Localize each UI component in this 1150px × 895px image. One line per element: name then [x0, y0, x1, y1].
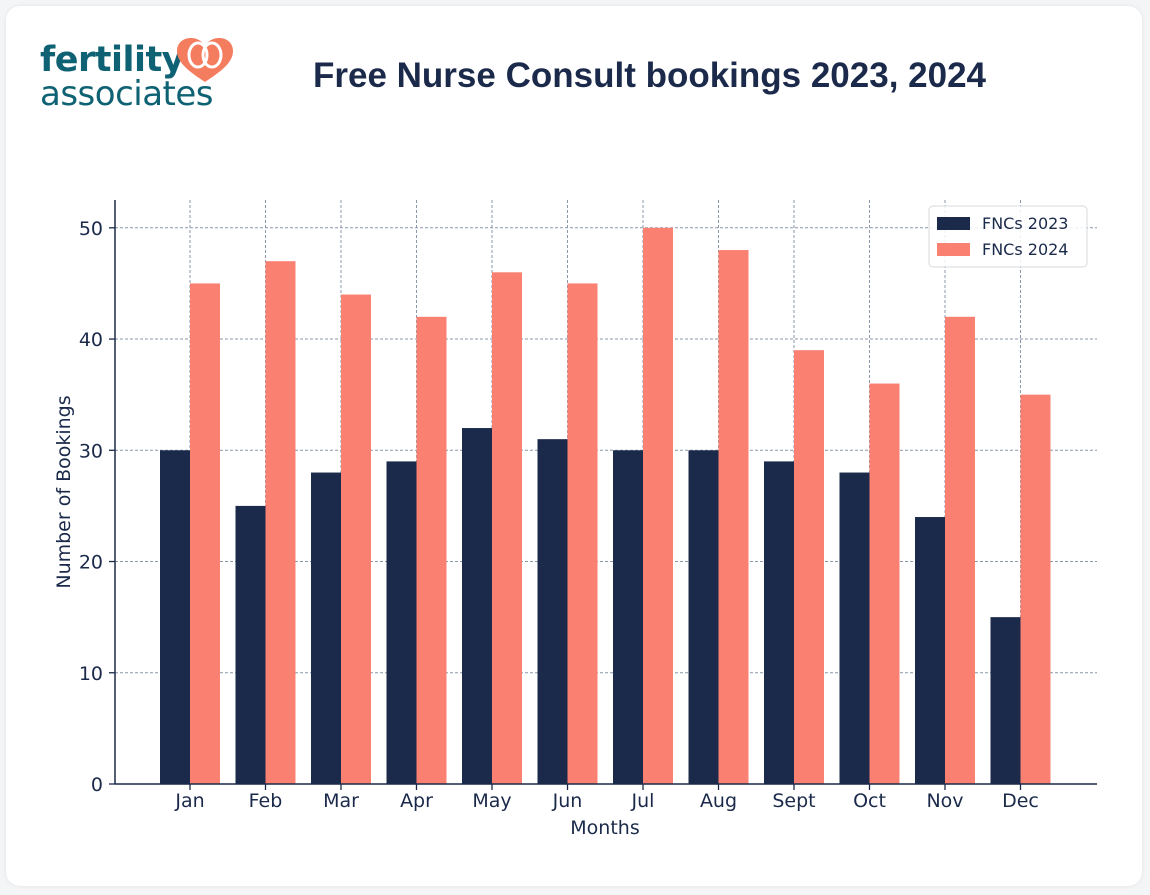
- bar-2024: [794, 350, 824, 784]
- x-tick-label: Sept: [772, 790, 815, 812]
- x-tick-label: Jun: [552, 790, 583, 812]
- legend-swatch: [937, 217, 970, 230]
- x-tick-label: May: [472, 790, 511, 812]
- bar-2024: [416, 316, 447, 784]
- y-tick-label: 30: [79, 440, 103, 462]
- bar-2024: [492, 272, 522, 784]
- bar-2023: [462, 428, 492, 784]
- bar-2024: [1020, 394, 1051, 784]
- bar-2024: [718, 250, 749, 785]
- axes: 0 10 20 30 40 50 Jan Feb Mar Apr May Jun Jul Aug Sept O…: [79, 200, 1097, 812]
- x-tick-label: Jan: [174, 790, 204, 812]
- x-tick-label: Apr: [400, 790, 433, 812]
- x-axis-label: Months: [570, 817, 639, 839]
- y-axis-label: Number of Bookings: [53, 395, 75, 588]
- legend-label: FNCs 2024: [982, 240, 1068, 259]
- bar-2023: [311, 472, 341, 784]
- x-tick-label: Feb: [249, 790, 283, 812]
- logo-text-fertility: fertility: [40, 40, 185, 80]
- x-tick-label: Dec: [1002, 790, 1039, 812]
- bar-2024: [643, 227, 673, 785]
- bar-2024: [869, 383, 900, 784]
- bars: [160, 227, 1051, 785]
- bar-2024: [190, 283, 220, 784]
- y-tick-label: 0: [91, 774, 103, 796]
- bar-2024: [945, 316, 975, 784]
- bar-2023: [386, 461, 417, 784]
- chart-title: Free Nurse Consult bookings 2023, 2024: [313, 56, 987, 95]
- logo-text-associates: associates: [40, 74, 214, 114]
- bar-2023: [839, 472, 870, 784]
- y-tick-label: 10: [79, 663, 103, 685]
- x-tick-label: Mar: [323, 790, 359, 812]
- brand-logo: fertility associates: [40, 38, 240, 118]
- bar-2023: [688, 450, 719, 784]
- legend-label: FNCs 2023: [982, 214, 1068, 233]
- bar-2024: [341, 294, 371, 784]
- bar-2023: [613, 450, 643, 784]
- x-tick-label: Aug: [700, 790, 737, 812]
- x-tick-label: Nov: [926, 790, 963, 812]
- y-tick-label: 40: [79, 329, 103, 351]
- bar-2024: [567, 283, 598, 784]
- bar-2023: [990, 617, 1021, 784]
- x-tick-label: Jul: [631, 790, 655, 812]
- y-tick-label: 50: [79, 218, 103, 240]
- legend: FNCs 2023 FNCs 2024: [928, 205, 1088, 268]
- bar-2023: [764, 461, 794, 784]
- legend-swatch: [937, 243, 970, 256]
- bar-2023: [160, 450, 190, 784]
- bar-2023: [537, 439, 568, 784]
- y-tick-label: 20: [79, 552, 103, 574]
- bar-2023: [915, 517, 945, 784]
- x-tick-label: Oct: [853, 790, 886, 812]
- bar-2023: [235, 505, 266, 784]
- heart-icon: [177, 38, 233, 82]
- bar-2024: [265, 261, 296, 785]
